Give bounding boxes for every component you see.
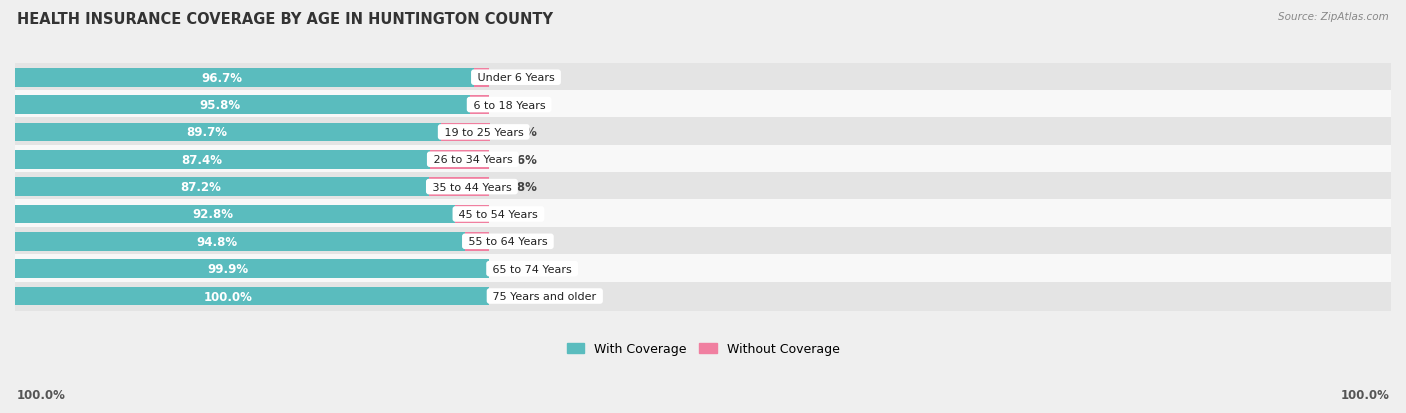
Bar <box>15 123 440 142</box>
FancyBboxPatch shape <box>15 91 1391 120</box>
Bar <box>15 69 474 87</box>
Text: Source: ZipAtlas.com: Source: ZipAtlas.com <box>1278 12 1389 22</box>
FancyBboxPatch shape <box>15 200 1391 229</box>
Text: 87.4%: 87.4% <box>181 153 222 166</box>
Bar <box>470 96 489 114</box>
Text: 0.0%: 0.0% <box>496 290 529 303</box>
FancyBboxPatch shape <box>15 173 1391 202</box>
Bar <box>15 233 465 251</box>
Text: 100.0%: 100.0% <box>204 290 253 303</box>
Bar <box>429 178 489 197</box>
Text: 26 to 34 Years: 26 to 34 Years <box>430 155 516 165</box>
Bar <box>465 233 489 251</box>
Bar <box>15 178 429 197</box>
Text: 65 to 74 Years: 65 to 74 Years <box>489 264 575 274</box>
Text: 100.0%: 100.0% <box>1340 388 1389 401</box>
Text: 95.8%: 95.8% <box>200 99 240 112</box>
Bar <box>15 96 470 114</box>
Text: 89.7%: 89.7% <box>186 126 226 139</box>
Text: 12.6%: 12.6% <box>496 153 537 166</box>
Bar <box>474 69 489 87</box>
Text: 7.2%: 7.2% <box>496 208 529 221</box>
Legend: With Coverage, Without Coverage: With Coverage, Without Coverage <box>561 337 845 361</box>
Text: 55 to 64 Years: 55 to 64 Years <box>465 237 551 247</box>
Text: 6 to 18 Years: 6 to 18 Years <box>470 100 548 110</box>
FancyBboxPatch shape <box>15 282 1391 311</box>
Bar <box>430 151 489 169</box>
Bar <box>440 123 489 142</box>
Text: 92.8%: 92.8% <box>193 208 233 221</box>
Text: 35 to 44 Years: 35 to 44 Years <box>429 182 515 192</box>
Text: 99.9%: 99.9% <box>208 263 249 275</box>
Bar <box>15 205 456 224</box>
FancyBboxPatch shape <box>15 145 1391 174</box>
Text: 87.2%: 87.2% <box>181 180 222 194</box>
Text: Under 6 Years: Under 6 Years <box>474 73 558 83</box>
Text: 5.2%: 5.2% <box>496 235 529 248</box>
Text: 75 Years and older: 75 Years and older <box>489 291 600 301</box>
Text: 45 to 54 Years: 45 to 54 Years <box>456 209 541 219</box>
FancyBboxPatch shape <box>15 227 1391 256</box>
Text: 4.2%: 4.2% <box>496 99 529 112</box>
Text: 96.7%: 96.7% <box>201 71 242 85</box>
Text: 3.3%: 3.3% <box>496 71 529 85</box>
Bar <box>456 205 489 224</box>
Text: 19 to 25 Years: 19 to 25 Years <box>440 128 527 138</box>
Bar <box>15 151 430 169</box>
Text: 12.8%: 12.8% <box>496 180 537 194</box>
Text: 0.08%: 0.08% <box>496 263 537 275</box>
Text: 94.8%: 94.8% <box>197 235 238 248</box>
FancyBboxPatch shape <box>15 118 1391 147</box>
Bar <box>15 287 489 306</box>
FancyBboxPatch shape <box>15 254 1391 283</box>
Text: 100.0%: 100.0% <box>17 388 66 401</box>
FancyBboxPatch shape <box>15 64 1391 93</box>
Text: HEALTH INSURANCE COVERAGE BY AGE IN HUNTINGTON COUNTY: HEALTH INSURANCE COVERAGE BY AGE IN HUNT… <box>17 12 553 27</box>
Text: 10.4%: 10.4% <box>498 126 538 139</box>
Bar <box>15 260 489 278</box>
